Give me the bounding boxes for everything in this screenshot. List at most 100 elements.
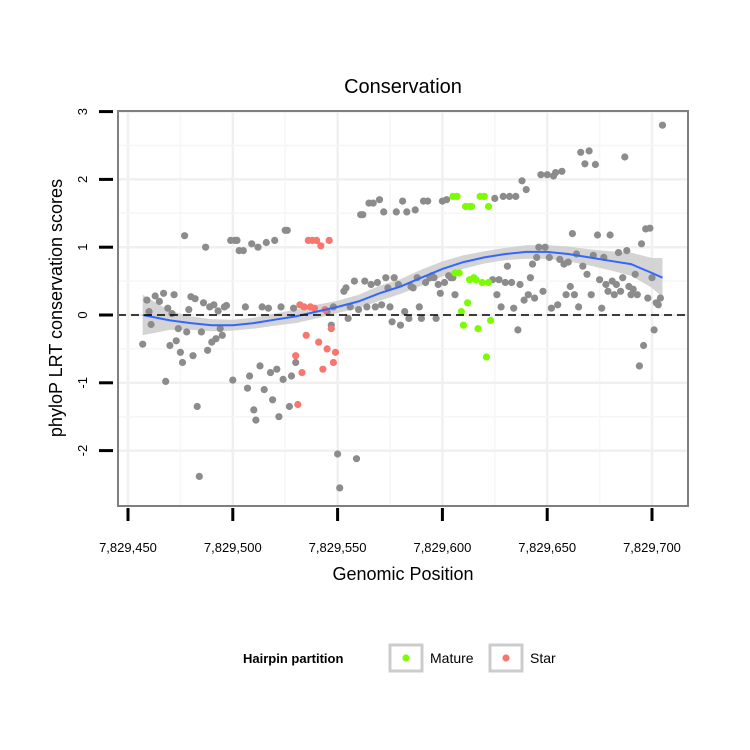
y-axis-label: phyloP LRT conservation scores <box>46 179 66 437</box>
point-other <box>285 402 293 411</box>
point-other <box>260 386 268 394</box>
point-star <box>294 400 302 409</box>
x-tick-label: 7,829,650 <box>518 540 576 555</box>
point-other <box>654 301 662 309</box>
point-other <box>658 121 667 129</box>
point-other <box>266 369 275 377</box>
point-other <box>264 304 272 312</box>
point-other <box>637 240 646 248</box>
point-other <box>216 325 224 333</box>
point-other <box>434 280 442 289</box>
point-other <box>524 291 532 299</box>
point-other <box>596 276 604 284</box>
point-other <box>491 194 499 202</box>
point-other <box>378 301 386 309</box>
plot-panel-border <box>117 110 689 507</box>
point-other <box>369 199 377 207</box>
point-other <box>510 304 518 312</box>
point-other <box>210 301 218 309</box>
y-tick-label: -2 <box>75 445 90 457</box>
y-axis: -2 -1 0 1 2 3 <box>75 108 113 456</box>
x-tick-label: 7,829,450 <box>99 540 157 555</box>
point-other <box>359 211 367 219</box>
point-other <box>411 206 419 214</box>
point-other <box>239 247 247 255</box>
point-other <box>403 208 411 216</box>
y-tick-label: 2 <box>75 176 90 183</box>
point-other <box>644 294 652 302</box>
point-star <box>302 331 310 339</box>
point-other <box>432 314 440 322</box>
point-other <box>181 232 189 240</box>
point-other <box>533 253 541 261</box>
point-star <box>317 242 325 250</box>
point-other <box>380 208 388 216</box>
point-other <box>204 346 212 354</box>
y-tick-label: 1 <box>75 244 90 251</box>
point-other <box>355 306 363 314</box>
y-tick-label: -1 <box>75 377 90 389</box>
point-other <box>275 413 283 421</box>
point-other <box>629 285 637 293</box>
point-other <box>518 177 526 185</box>
point-mature <box>472 276 480 284</box>
point-other <box>552 169 560 177</box>
point-mature <box>478 278 486 287</box>
point-other <box>619 274 627 282</box>
point-other <box>623 247 631 255</box>
point-other <box>145 308 153 316</box>
point-other <box>451 291 459 299</box>
point-other <box>577 148 585 156</box>
point-other <box>170 291 178 299</box>
y-tick-label: 3 <box>75 108 90 115</box>
point-other <box>646 224 654 232</box>
point-other <box>440 278 449 287</box>
point-other <box>568 230 577 238</box>
point-other <box>627 291 635 299</box>
point-other <box>610 291 618 299</box>
point-other <box>399 197 407 205</box>
point-other <box>547 304 556 312</box>
x-tick-label: 7,829,700 <box>623 540 681 555</box>
point-other <box>185 306 193 314</box>
point-other <box>382 274 390 282</box>
point-other <box>501 278 509 287</box>
confidence-band <box>142 245 663 336</box>
point-other <box>405 314 413 322</box>
smooth-line <box>142 250 663 327</box>
point-other <box>621 153 629 161</box>
point-other <box>650 326 658 334</box>
point-other <box>505 192 514 200</box>
point-other <box>350 277 358 285</box>
point-other <box>336 484 344 492</box>
point-other <box>258 303 266 311</box>
x-tick-label: 7,829,500 <box>204 540 262 555</box>
point-other <box>528 260 537 268</box>
point-other <box>162 377 170 385</box>
point-other <box>388 318 396 326</box>
point-other <box>606 231 614 239</box>
point-other <box>283 226 291 234</box>
point-other <box>352 455 361 463</box>
point-other <box>514 326 522 334</box>
point-other <box>143 296 151 304</box>
point-other <box>443 196 451 204</box>
point-other <box>195 472 203 480</box>
point-other <box>290 304 298 312</box>
point-other <box>168 310 176 318</box>
x-tick-label: 7,829,600 <box>413 540 471 555</box>
point-other <box>155 297 163 305</box>
point-other <box>250 406 258 414</box>
point-mature <box>455 269 463 277</box>
point-other <box>602 280 610 289</box>
point-other <box>436 289 444 297</box>
point-other <box>593 231 602 239</box>
data-points <box>139 121 667 492</box>
point-other <box>392 208 400 216</box>
point-other <box>229 376 237 384</box>
point-other <box>633 291 641 299</box>
point-other <box>541 243 549 251</box>
point-other <box>271 236 279 244</box>
x-tick-label: 7,829,550 <box>309 540 367 555</box>
point-other <box>269 396 277 404</box>
